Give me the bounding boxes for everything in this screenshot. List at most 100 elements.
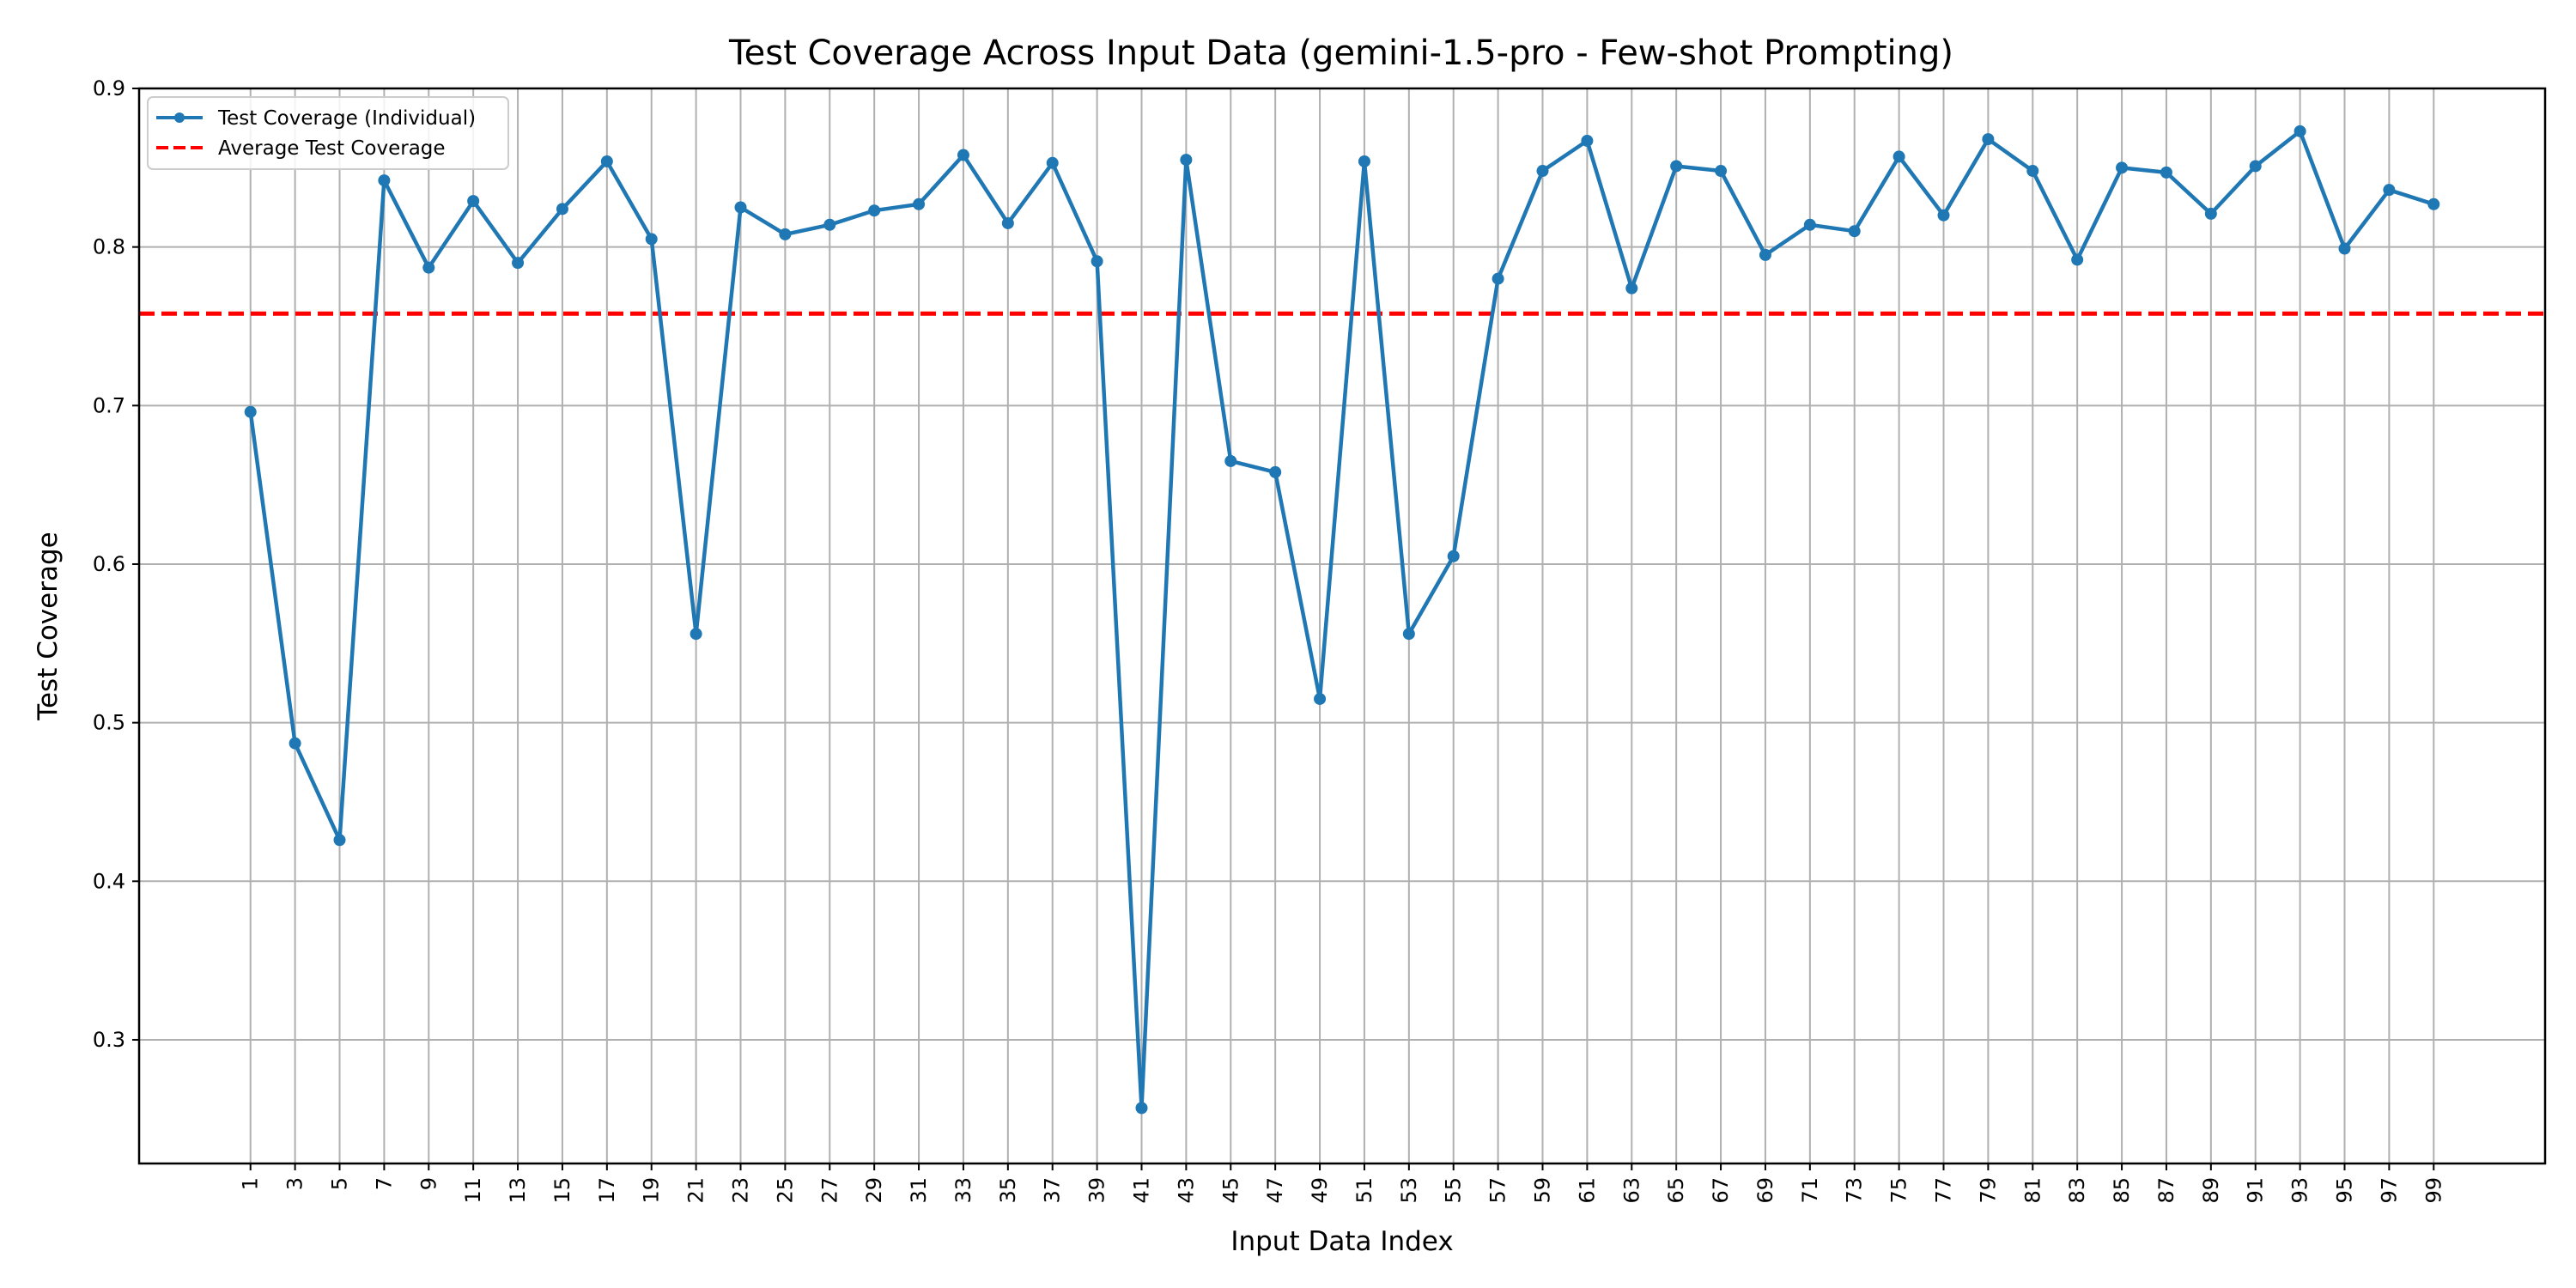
data-point (957, 149, 969, 161)
series-line (248, 129, 2436, 1110)
x-tick-label: 63 (1619, 1177, 1643, 1204)
x-tick-label: 69 (1753, 1177, 1777, 1204)
x-tick-label: 15 (550, 1177, 574, 1204)
x-tick-label: 29 (862, 1177, 886, 1204)
y-axis-ticks: 0.3 0.4 0.5 0.6 0.7 0.8 0.9 (93, 76, 139, 1052)
data-point (1046, 156, 1059, 169)
data-point (1314, 692, 1327, 705)
x-tick-label: 47 (1263, 1177, 1287, 1204)
data-point (1848, 225, 1861, 238)
x-tick-label: 5 (328, 1177, 352, 1190)
x-tick-label: 71 (1798, 1177, 1822, 1204)
legend-label-average: Average Test Coverage (218, 137, 446, 160)
x-tick-label: 35 (996, 1177, 1020, 1204)
x-tick-label: 31 (907, 1177, 931, 1204)
data-point (734, 201, 747, 214)
x-tick-label: 23 (729, 1177, 753, 1204)
y-tick-label: 0.7 (93, 393, 125, 417)
chart-title: Test Coverage Across Input Data (gemini-… (728, 33, 1953, 73)
data-point (289, 737, 301, 750)
data-point (2383, 184, 2396, 197)
y-tick-label: 0.6 (93, 552, 125, 576)
x-tick-label: 75 (1887, 1177, 1911, 1204)
data-point (1135, 1102, 1148, 1115)
x-tick-label: 61 (1575, 1177, 1599, 1204)
x-tick-label: 27 (817, 1177, 841, 1204)
y-tick-label: 0.9 (93, 76, 125, 100)
x-tick-label: 37 (1041, 1177, 1065, 1204)
data-point (1759, 248, 1771, 261)
data-point (1581, 134, 1594, 147)
data-point (913, 197, 926, 210)
x-tick-label: 21 (684, 1177, 708, 1204)
data-point (1803, 218, 1816, 231)
x-tick-label: 9 (416, 1177, 440, 1190)
data-point (1492, 272, 1504, 285)
x-tick-label: 51 (1352, 1177, 1376, 1204)
x-axis-ticks: 1 3 5 7 9 11 13 15 17 19 21 23 25 27 29 31 33 35 37 39 41 43 4… (239, 1163, 2445, 1204)
x-tick-label: 45 (1218, 1177, 1242, 1204)
x-tick-label: 93 (2288, 1177, 2312, 1204)
data-point (645, 233, 658, 246)
x-tick-label: 99 (2421, 1177, 2445, 1204)
x-tick-label: 59 (1531, 1177, 1555, 1204)
y-tick-label: 0.4 (93, 869, 125, 893)
x-tick-label: 95 (2333, 1177, 2357, 1204)
data-point (556, 203, 568, 216)
x-tick-label: 83 (2065, 1177, 2089, 1204)
data-point (1447, 550, 1460, 562)
x-tick-label: 7 (372, 1177, 396, 1190)
x-tick-label: 19 (640, 1177, 664, 1204)
x-tick-label: 39 (1085, 1177, 1109, 1204)
x-tick-label: 33 (951, 1177, 975, 1204)
data-point (1536, 165, 1549, 178)
x-tick-label: 57 (1486, 1177, 1510, 1204)
x-tick-label: 81 (2020, 1177, 2044, 1204)
data-point (600, 155, 613, 167)
x-tick-label: 25 (773, 1177, 797, 1204)
data-point (690, 628, 702, 641)
data-point (2204, 207, 2217, 220)
x-tick-label: 13 (506, 1177, 530, 1204)
x-axis-label: Input Data Index (1230, 1226, 1453, 1257)
data-point (1180, 154, 1193, 167)
data-point (2160, 166, 2172, 179)
x-tick-label: 77 (1932, 1177, 1956, 1204)
x-tick-label: 41 (1130, 1177, 1154, 1204)
data-point (1358, 155, 1370, 167)
data-point (1625, 282, 1638, 295)
x-tick-label: 89 (2199, 1177, 2223, 1204)
data-point (333, 834, 346, 847)
data-point (422, 261, 435, 274)
data-point (467, 195, 480, 208)
x-tick-label: 79 (1976, 1177, 2000, 1204)
data-point (823, 218, 836, 231)
y-tick-label: 0.8 (93, 235, 125, 259)
x-tick-label: 87 (2154, 1177, 2178, 1204)
data-point (2338, 242, 2351, 255)
data-series (244, 125, 2440, 1115)
data-point (1402, 628, 1415, 641)
x-tick-label: 3 (283, 1177, 307, 1190)
x-tick-label: 17 (595, 1177, 619, 1204)
data-point (1982, 133, 1995, 146)
legend-marker-individual (174, 112, 185, 123)
x-tick-label: 65 (1664, 1177, 1688, 1204)
data-point (2116, 161, 2129, 174)
data-point (1224, 454, 1237, 467)
x-tick-label: 85 (2110, 1177, 2134, 1204)
x-tick-label: 1 (239, 1177, 263, 1190)
data-point (378, 174, 391, 187)
data-point (1937, 209, 1950, 222)
data-point (244, 405, 257, 418)
grid-lines (139, 88, 2545, 1163)
data-point (2249, 160, 2262, 173)
data-point (1715, 165, 1728, 178)
data-point (2427, 197, 2440, 210)
data-point (2293, 125, 2306, 137)
x-tick-label: 67 (1709, 1177, 1733, 1204)
plot-frame (137, 87, 2547, 1165)
y-tick-label: 0.3 (93, 1028, 125, 1052)
data-point (1269, 465, 1282, 478)
